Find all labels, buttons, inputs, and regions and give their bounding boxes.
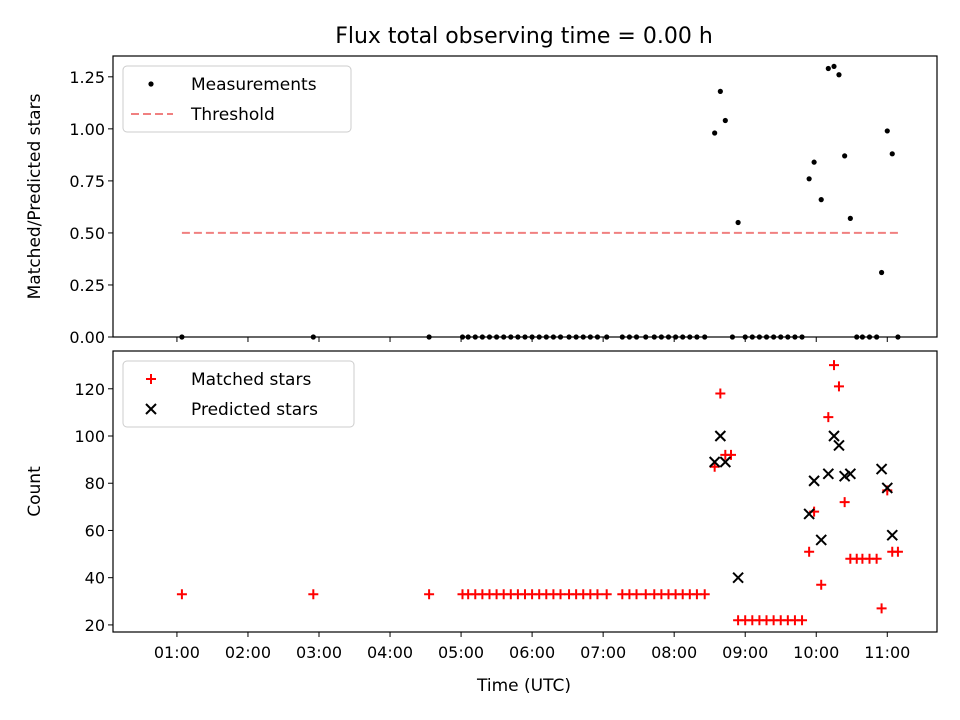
x-tick-label: 09:00 <box>722 643 768 662</box>
data-point <box>886 529 898 541</box>
data-point <box>844 468 857 480</box>
count-panel: Count 20 40 60 80 100 120 01:00 02:00 03:00 04:00 0… <box>25 350 938 662</box>
legend-swatch <box>146 374 156 384</box>
y-tick-label: 20 <box>85 616 105 635</box>
data-point <box>892 546 903 557</box>
y-tick-label: 1.25 <box>69 68 105 87</box>
legend-label: Threshold <box>190 105 275 125</box>
data-point <box>881 482 893 494</box>
data-point <box>815 534 827 546</box>
data-point <box>714 430 727 442</box>
data-point <box>831 63 837 70</box>
data-point <box>816 579 827 590</box>
x-tick-label: 06:00 <box>509 643 555 662</box>
data-point <box>823 412 834 423</box>
data-point <box>875 463 888 475</box>
legend-label: Matched stars <box>191 370 311 390</box>
data-point <box>804 546 815 557</box>
data-point <box>719 456 732 468</box>
x-tick-label: 07:00 <box>580 643 626 662</box>
y-tick-label: 80 <box>85 474 105 493</box>
axes-frame <box>112 55 938 338</box>
data-point <box>640 589 651 600</box>
legend-swatch <box>148 81 154 87</box>
data-point <box>871 553 882 564</box>
legend-label: Predicted stars <box>191 400 318 420</box>
data-point <box>735 219 741 226</box>
data-point <box>601 589 612 600</box>
data-point <box>833 381 844 392</box>
data-point <box>889 151 895 157</box>
data-point <box>803 508 815 520</box>
y-tick-label: 120 <box>74 380 105 399</box>
x-tick-label: 04:00 <box>367 643 413 662</box>
data-point <box>797 615 808 626</box>
data-point <box>806 176 812 182</box>
y-tick-label: 0.25 <box>69 276 105 295</box>
x-axis-label: Time (UTC) <box>476 676 571 696</box>
x-tick-label: 03:00 <box>296 643 342 662</box>
legend-box <box>122 360 355 428</box>
data-point <box>708 456 721 468</box>
x-tick-label: 08:00 <box>651 643 697 662</box>
data-point <box>839 497 850 508</box>
data-point <box>308 589 319 600</box>
data-point <box>876 603 887 614</box>
data-point <box>829 360 839 371</box>
data-point <box>818 197 824 203</box>
y-tick-label: 0.50 <box>69 224 105 243</box>
legend-box <box>122 65 352 133</box>
data-point <box>699 589 710 600</box>
y-tick-label: 1.00 <box>69 120 105 139</box>
data-point <box>722 117 728 124</box>
y-tick-label: 0.75 <box>69 172 105 191</box>
legend-swatch <box>145 403 157 415</box>
data-point <box>631 589 642 600</box>
data-point <box>884 128 890 134</box>
x-tick-label: 05:00 <box>438 643 484 662</box>
data-point <box>878 269 885 276</box>
data-point <box>712 130 718 136</box>
data-point <box>847 215 853 221</box>
data-point <box>726 449 736 460</box>
data-point <box>732 571 744 584</box>
data-point <box>825 65 831 72</box>
x-tick-label: 10:00 <box>793 643 839 662</box>
data-point <box>833 439 845 452</box>
data-point <box>828 430 840 442</box>
data-point <box>555 589 566 600</box>
x-tick-label: 02:00 <box>225 643 271 662</box>
x-tick-label: 01:00 <box>154 643 200 662</box>
ratio-panel: Matched/Predicted stars 0.00 0.25 0.50 0.75 1… <box>25 55 938 347</box>
data-point <box>176 589 187 600</box>
axes-frame <box>112 350 938 633</box>
data-point <box>592 589 603 600</box>
data-point <box>811 159 817 165</box>
y-axis-label: Count <box>25 466 45 517</box>
legend-label: Measurements <box>191 75 317 95</box>
chart-title: Flux total observing time = 0.00 h <box>335 24 713 49</box>
y-tick-label: 100 <box>74 427 105 446</box>
y-axis-label: Matched/Predicted stars <box>25 93 45 299</box>
y-tick-label: 60 <box>85 521 105 540</box>
y-tick-label: 0.00 <box>69 328 105 347</box>
data-point <box>424 589 435 600</box>
data-point <box>836 72 842 78</box>
data-point <box>715 388 726 399</box>
x-tick-label: 11:00 <box>864 643 910 662</box>
data-point <box>822 468 835 480</box>
y-tick-label: 40 <box>85 569 105 588</box>
data-point <box>842 153 848 159</box>
data-point <box>808 475 820 487</box>
data-point <box>717 88 723 94</box>
